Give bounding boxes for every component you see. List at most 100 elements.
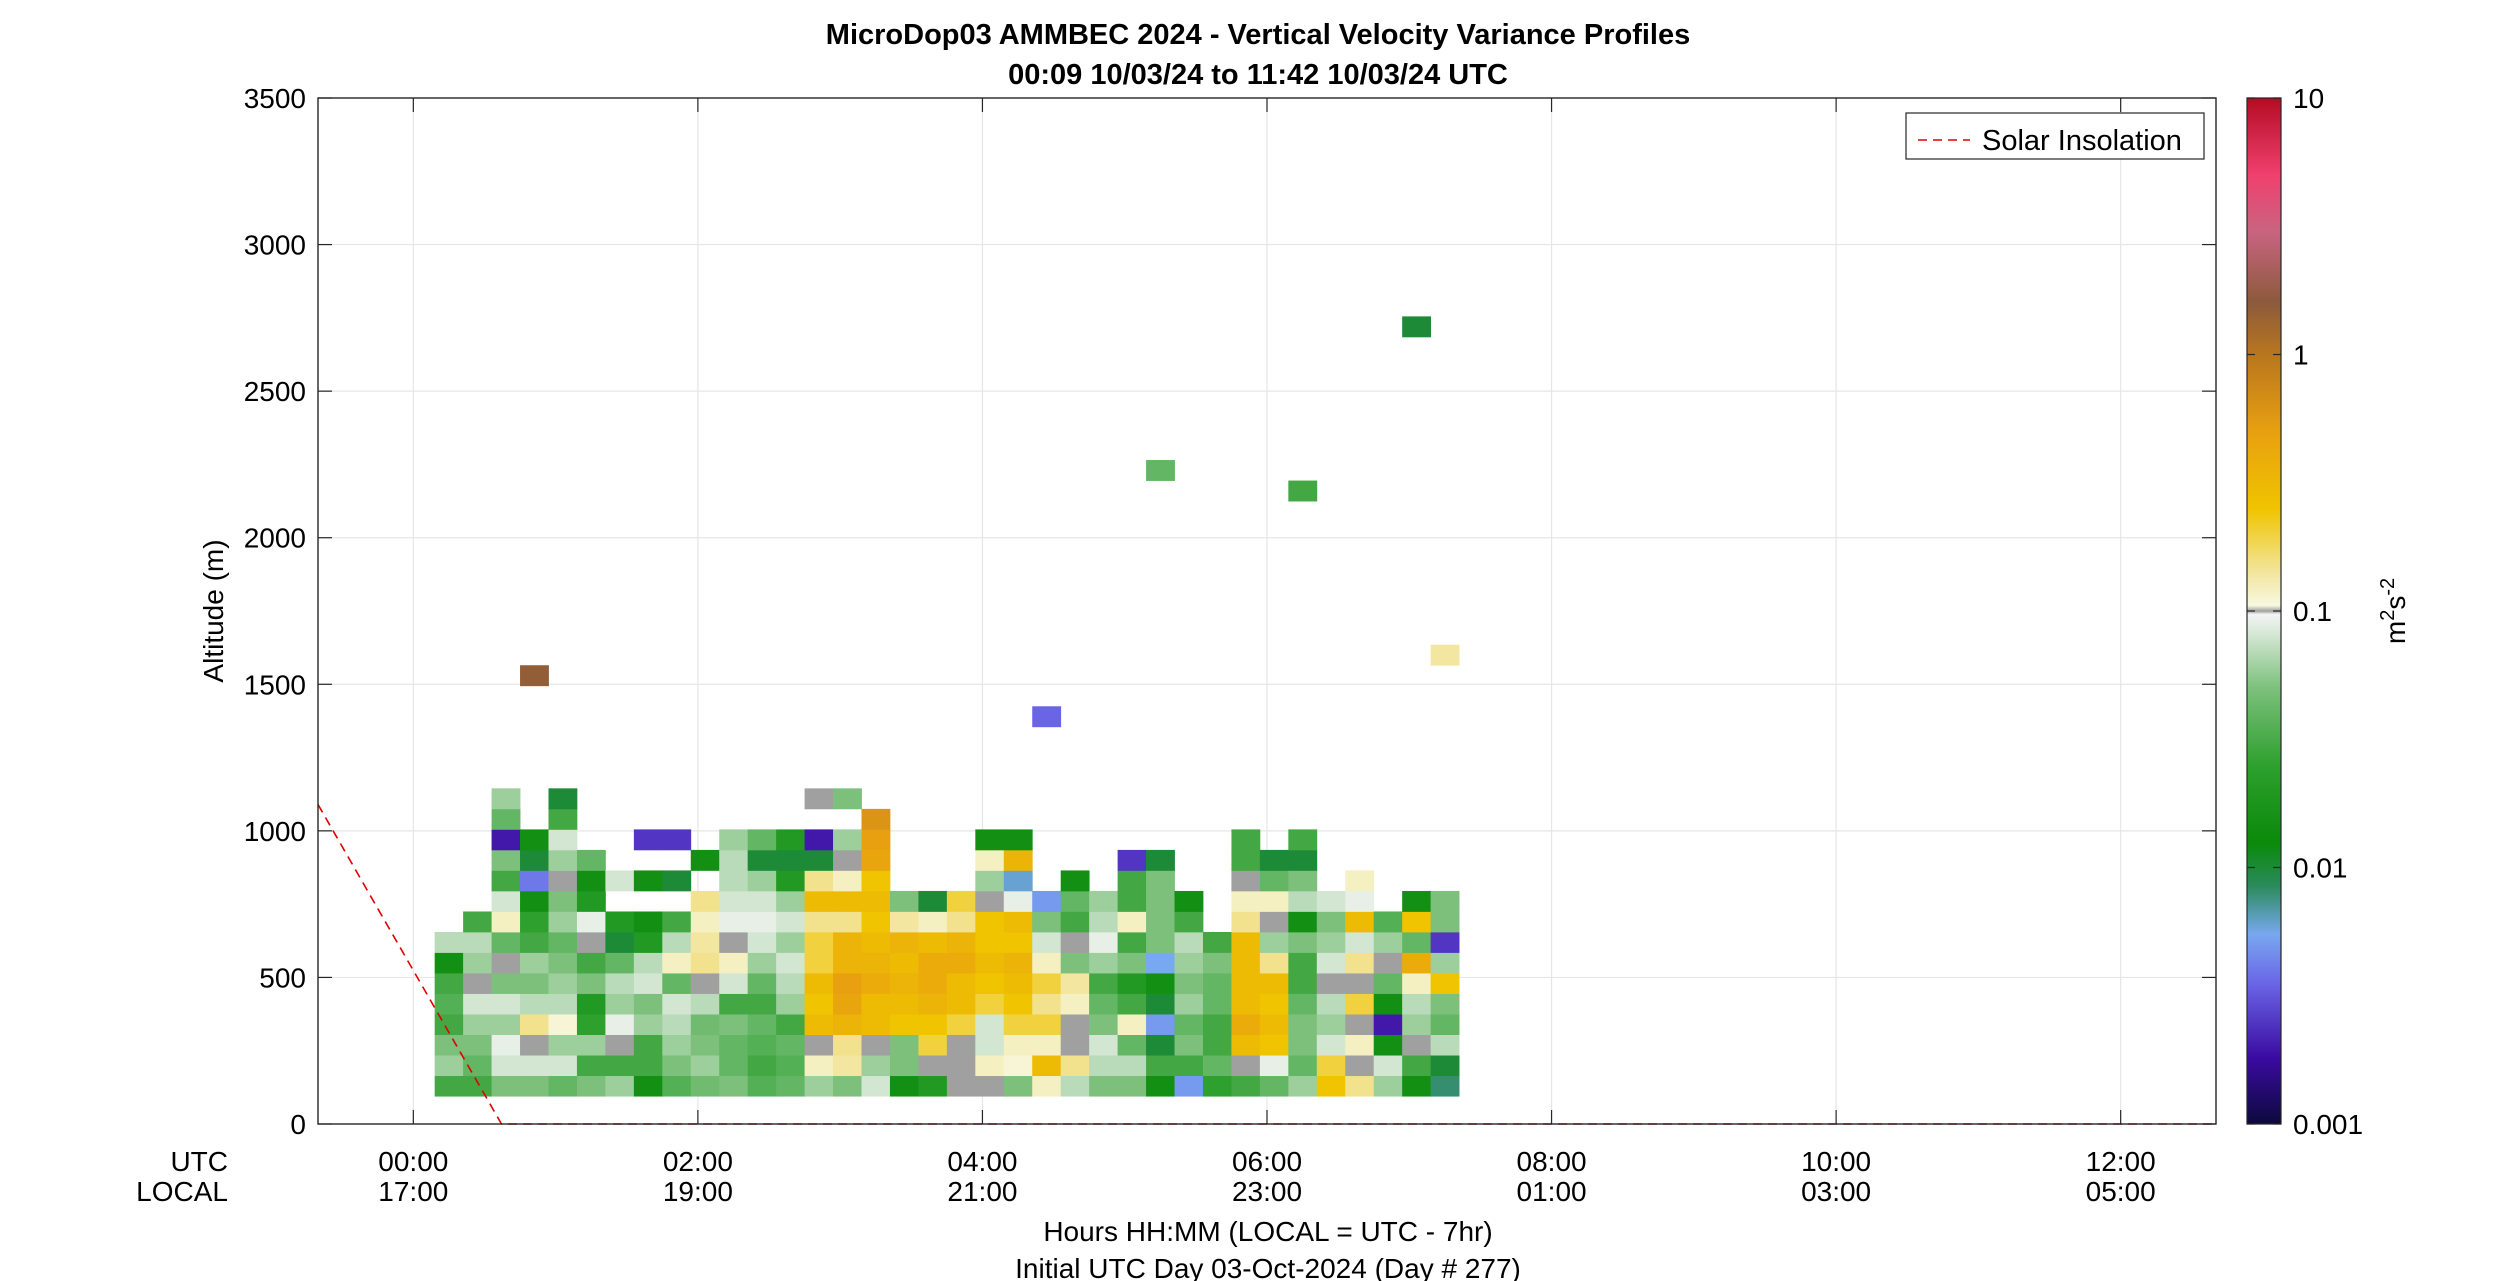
- heatmap-cell: [833, 973, 862, 994]
- colorbar-tick-label: 1: [2293, 340, 2309, 371]
- heatmap-cell: [1231, 1034, 1261, 1056]
- x-tick-label-utc: 00:00: [378, 1146, 448, 1177]
- heatmap-cell: [747, 931, 777, 953]
- x-tick-label-utc: 10:00: [1801, 1146, 1871, 1177]
- heatmap-cell: [747, 1055, 777, 1077]
- heatmap-cell: [1316, 1014, 1346, 1035]
- heatmap-cell: [776, 973, 805, 994]
- heatmap-cell: [719, 849, 749, 871]
- heatmap-cell: [1146, 973, 1175, 994]
- heatmap-cell: [1402, 316, 1432, 338]
- heatmap-cell: [605, 993, 635, 1015]
- heatmap-cell: [1373, 952, 1403, 974]
- heatmap-cell: [491, 1075, 521, 1097]
- heatmap-cell: [861, 890, 891, 912]
- x-tick-label-utc: 04:00: [947, 1146, 1017, 1177]
- heatmap-cell: [605, 973, 635, 994]
- heatmap-cell: [1089, 1014, 1119, 1035]
- heatmap-cell: [662, 952, 692, 974]
- y-axis-label: Altitude (m): [198, 539, 229, 682]
- heatmap-cell: [1202, 1075, 1232, 1097]
- heatmap-cell: [1288, 993, 1318, 1015]
- heatmap-cell: [548, 931, 578, 953]
- x-tick-label-local: 01:00: [1517, 1176, 1587, 1207]
- y-tick-label: 3500: [244, 83, 306, 114]
- heatmap-cell: [804, 993, 834, 1015]
- heatmap-cell: [690, 993, 720, 1015]
- heatmap-cell: [1089, 1055, 1119, 1077]
- heatmap-cell: [1174, 911, 1204, 933]
- heatmap-cell: [889, 973, 919, 994]
- heatmap-cell: [776, 1075, 805, 1097]
- heatmap-cell: [463, 931, 492, 953]
- heatmap-cell: [1316, 993, 1346, 1015]
- heatmap-cell: [548, 829, 578, 851]
- heatmap-cell: [1003, 1075, 1033, 1097]
- heatmap-cell: [1231, 1055, 1261, 1077]
- heatmap-cell: [833, 1075, 862, 1097]
- heatmap-cell: [633, 1034, 663, 1056]
- heatmap-cell: [576, 973, 606, 994]
- heatmap-cell: [520, 849, 549, 871]
- colorbar-tick-label: 10: [2293, 83, 2324, 114]
- heatmap-cell: [605, 931, 635, 953]
- heatmap-cell: [1231, 870, 1261, 892]
- heatmap-cell: [975, 870, 1005, 892]
- heatmap-cell: [1117, 1055, 1147, 1077]
- heatmap-cell: [633, 973, 663, 994]
- heatmap-cell: [861, 1075, 891, 1097]
- heatmap-cell: [1202, 1014, 1232, 1035]
- y-tick-label: 0: [290, 1109, 306, 1140]
- heatmap-cell: [548, 973, 578, 994]
- heatmap-cell: [1373, 993, 1403, 1015]
- heatmap-cell: [1259, 993, 1289, 1015]
- heatmap-cell: [1032, 911, 1062, 933]
- heatmap-cell: [1117, 952, 1147, 974]
- x-tick-label-local: 03:00: [1801, 1176, 1871, 1207]
- heatmap-cell: [1288, 973, 1318, 994]
- colorbar-tick-label: 0.1: [2293, 596, 2332, 627]
- heatmap-cell: [520, 1034, 549, 1056]
- heatmap-cell: [861, 911, 891, 933]
- heatmap-cell: [1060, 993, 1090, 1015]
- heatmap-cell: [1117, 973, 1147, 994]
- heatmap-cell: [662, 973, 692, 994]
- heatmap-cell: [889, 1034, 919, 1056]
- heatmap-cell: [1402, 1055, 1432, 1077]
- heatmap-cell: [1146, 460, 1175, 481]
- heatmap-cell: [833, 1034, 862, 1056]
- heatmap-cell: [1202, 973, 1232, 994]
- heatmap-cell: [861, 973, 891, 994]
- colorbar-label-s: s: [2380, 596, 2411, 610]
- heatmap-cell: [719, 973, 749, 994]
- heatmap-cell: [1402, 973, 1432, 994]
- heatmap-cell: [1117, 993, 1147, 1015]
- heatmap-cell: [1003, 870, 1033, 892]
- heatmap-cell: [1117, 911, 1147, 933]
- heatmap-cell: [776, 849, 805, 871]
- heatmap-cell: [1288, 480, 1318, 502]
- heatmap-cell: [776, 911, 805, 933]
- heatmap-cell: [1146, 870, 1175, 892]
- heatmap-cell: [434, 1075, 464, 1097]
- heatmap-cell: [662, 931, 692, 953]
- heatmap-cell: [804, 829, 834, 851]
- heatmap-cell: [1402, 952, 1432, 974]
- heatmap-cell: [1430, 973, 1460, 994]
- heatmap-cell: [576, 1034, 606, 1056]
- heatmap-cell: [747, 1034, 777, 1056]
- heatmap-cell: [576, 911, 606, 933]
- heatmap-cell: [520, 993, 549, 1015]
- heatmap-cell: [1174, 890, 1204, 912]
- legend: Solar Insolation: [1905, 112, 2205, 160]
- heatmap-cell: [1259, 911, 1289, 933]
- heatmap-cell: [747, 829, 777, 851]
- heatmap-cell: [833, 870, 862, 892]
- heatmap-cell: [1259, 1055, 1289, 1077]
- heatmap-cell: [576, 931, 606, 953]
- heatmap-cell: [520, 1075, 549, 1097]
- heatmap-cell: [690, 952, 720, 974]
- heatmap-cell: [833, 1014, 862, 1035]
- heatmap-cell: [1288, 890, 1318, 912]
- heatmap-cell: [690, 1034, 720, 1056]
